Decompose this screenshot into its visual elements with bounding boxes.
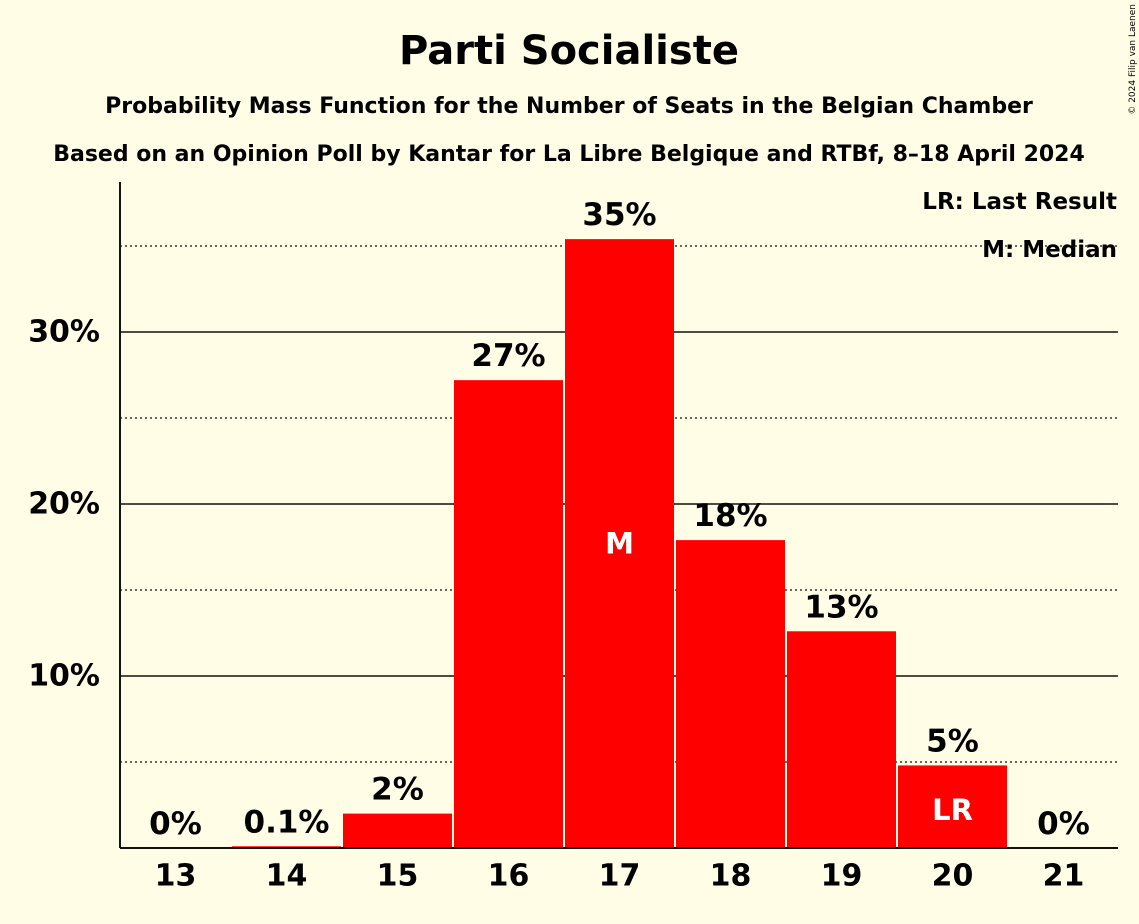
- x-tick-label-14: 14: [266, 859, 308, 894]
- x-tick-label-16: 16: [488, 859, 530, 894]
- data-label-15: 2%: [371, 772, 424, 808]
- data-label-21: 0%: [1037, 806, 1090, 842]
- data-label-18: 18%: [693, 498, 767, 534]
- x-tick-label-19: 19: [821, 859, 863, 894]
- chart-title: Parti Socialiste: [399, 28, 739, 74]
- bar-15: [343, 813, 452, 848]
- bar-20: [898, 765, 1007, 848]
- legend: LR: Last Result M: Median: [922, 189, 1117, 263]
- legend-entry-last-result: LR: Last Result: [922, 189, 1117, 215]
- last-result-marker: LR: [932, 793, 973, 827]
- data-label-16: 27%: [471, 338, 545, 374]
- axes: 10% 20% 30%: [28, 182, 1118, 849]
- y-tick-label: 30%: [28, 315, 100, 350]
- bars: [232, 239, 1007, 848]
- data-label-14: 0.1%: [244, 804, 330, 840]
- x-tick-label-20: 20: [932, 859, 974, 894]
- chart-subtitle: Probability Mass Function for the Number…: [105, 94, 1033, 119]
- data-label-17: 35%: [582, 197, 656, 233]
- bar-17: [565, 239, 674, 848]
- data-label-13: 0%: [149, 806, 202, 842]
- data-label-20: 5%: [926, 723, 979, 759]
- x-tick-label-21: 21: [1043, 859, 1085, 894]
- chart-subtitle-2: Based on an Opinion Poll by Kantar for L…: [53, 142, 1085, 167]
- x-tick-label-15: 15: [377, 859, 419, 894]
- bar-18: [676, 540, 785, 848]
- x-tick-label-13: 13: [155, 859, 197, 894]
- bar-16: [454, 380, 563, 848]
- data-labels: 0% 13 0.1% 14 2% 15 27% 16 35% 17 18% 18 13% 19 5% 20 0%…: [149, 197, 1090, 893]
- legend-entry-median: M: Median: [982, 237, 1117, 263]
- data-label-19: 13%: [804, 589, 878, 625]
- x-tick-label-18: 18: [710, 859, 752, 894]
- median-marker: M: [605, 527, 634, 561]
- y-tick-label: 20%: [28, 487, 100, 522]
- y-tick-label: 10%: [28, 659, 100, 694]
- copyright-text: © 2024 Filip van Laenen: [1128, 4, 1138, 115]
- x-tick-label-17: 17: [599, 859, 641, 894]
- bar-19: [787, 631, 896, 848]
